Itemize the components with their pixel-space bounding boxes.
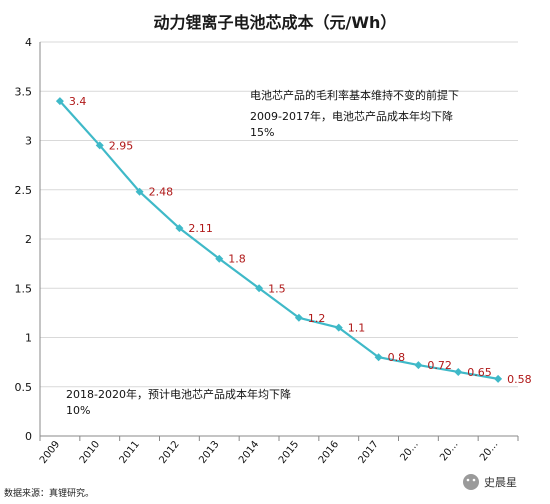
data-point — [55, 97, 64, 106]
x-tick-label: 2009 — [38, 439, 62, 466]
y-tick-label: 3 — [25, 135, 32, 148]
watermark: 史晨星 — [463, 474, 517, 490]
data-label: 2.95 — [109, 139, 134, 152]
data-label: 2.48 — [149, 186, 174, 199]
data-label: 1.5 — [268, 282, 286, 295]
wechat-icon-eye-right — [472, 478, 476, 482]
annotation-line-5: 10% — [66, 404, 90, 417]
series-line — [55, 97, 503, 383]
data-point — [175, 224, 184, 233]
annotation-line-2: 2009-2017年，电池芯产品成本年均下降 — [250, 109, 453, 123]
y-axis: 0 0.5 1 1.5 2 2.5 3 3.5 4 — [15, 36, 41, 443]
x-axis: 2009 2010 2011 2012 2013 2014 2015 2016 2017 20..… — [38, 435, 519, 466]
x-tick-label: 2011 — [118, 439, 142, 466]
chart-title: 动力锂离子电池芯成本（元/Wh） — [154, 13, 397, 32]
series-polyline — [59, 100, 499, 380]
x-tick-label: 2015 — [277, 439, 301, 466]
x-tick-label: 20... — [438, 439, 460, 463]
x-tick-label: 2016 — [317, 439, 341, 466]
data-label: 0.65 — [467, 366, 492, 379]
x-tick-label: 2012 — [157, 439, 181, 466]
y-tick-label: 2 — [25, 233, 32, 246]
y-tick-label: 0.5 — [15, 381, 33, 394]
data-point — [95, 141, 104, 150]
y-tick-label: 4 — [25, 36, 32, 49]
x-tick-label: 2010 — [78, 439, 102, 466]
data-point — [494, 374, 503, 383]
annotation-lower: 2018-2020年，预计电池芯产品成本年均下降 10% — [66, 387, 291, 417]
watermark-text: 史晨星 — [484, 476, 517, 489]
gridlines — [40, 41, 518, 437]
data-label: 0.72 — [427, 359, 452, 372]
data-label: 3.4 — [69, 95, 87, 108]
x-tick-label: 2017 — [357, 439, 381, 466]
data-point — [135, 187, 144, 196]
data-point — [215, 254, 224, 263]
data-label: 1.8 — [228, 253, 246, 266]
source-note: 数据来源：真锂研究。 — [4, 487, 94, 499]
data-point — [454, 367, 463, 376]
data-label: 1.2 — [308, 312, 326, 325]
y-tick-label: 1.5 — [15, 282, 33, 295]
data-label: 1.1 — [348, 322, 366, 335]
data-point — [414, 361, 423, 370]
data-point — [374, 353, 383, 362]
annotation-line-4: 2018-2020年，预计电池芯产品成本年均下降 — [66, 387, 291, 401]
annotation-upper: 电池芯产品的毛利率基本维持不变的前提下 2009-2017年，电池芯产品成本年均… — [250, 88, 459, 139]
x-tick-label: 2013 — [197, 439, 221, 466]
x-tick-label: 20... — [478, 439, 500, 463]
data-point — [294, 313, 303, 322]
data-label: 0.8 — [388, 351, 406, 364]
data-point — [334, 323, 343, 332]
y-tick-label: 2.5 — [15, 184, 33, 197]
annotation-line-3: 15% — [250, 126, 274, 139]
annotation-line-1: 电池芯产品的毛利率基本维持不变的前提下 — [250, 88, 459, 102]
data-labels: 3.4 2.95 2.48 2.11 1.8 1.5 1.2 1.1 0.8 0.72 0.65 0.… — [69, 95, 532, 386]
data-label: 0.58 — [507, 373, 532, 386]
data-point — [255, 284, 264, 293]
data-label: 2.11 — [188, 222, 213, 235]
wechat-icon-eye-left — [466, 478, 470, 482]
wechat-icon — [463, 474, 479, 490]
x-tick-label: 20... — [398, 439, 420, 463]
y-tick-label: 0 — [25, 430, 32, 443]
y-tick-label: 1 — [25, 332, 32, 345]
x-tick-label: 2014 — [237, 439, 261, 466]
y-tick-label: 3.5 — [15, 85, 33, 98]
